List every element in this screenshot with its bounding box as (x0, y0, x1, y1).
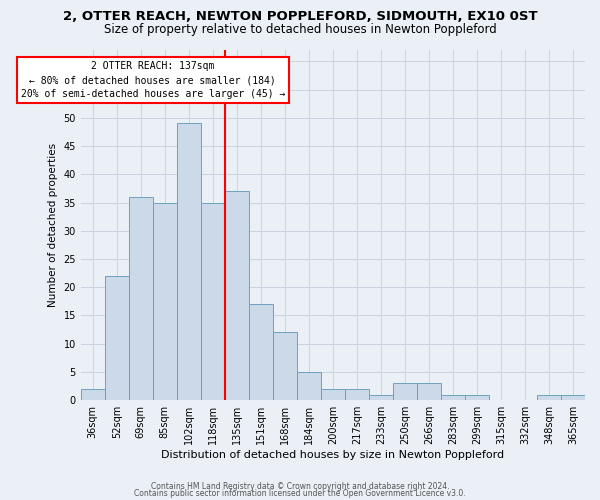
Bar (201, 202, 225, 400)
Bar (273, 332, 297, 400)
Bar (297, 372, 321, 400)
Bar (417, 384, 441, 400)
Bar (441, 394, 465, 400)
Text: Contains public sector information licensed under the Open Government Licence v3: Contains public sector information licen… (134, 490, 466, 498)
Bar (561, 394, 585, 400)
Bar (393, 384, 417, 400)
Bar (321, 389, 345, 400)
Bar (153, 202, 177, 400)
Bar (465, 394, 489, 400)
Bar (129, 197, 153, 400)
Bar (105, 276, 129, 400)
Bar (81, 389, 105, 400)
Text: 2 OTTER REACH: 137sqm
← 80% of detached houses are smaller (184)
20% of semi-det: 2 OTTER REACH: 137sqm ← 80% of detached … (20, 62, 285, 100)
Bar (537, 394, 561, 400)
Bar (345, 389, 369, 400)
Text: Contains HM Land Registry data © Crown copyright and database right 2024.: Contains HM Land Registry data © Crown c… (151, 482, 449, 491)
Text: Size of property relative to detached houses in Newton Poppleford: Size of property relative to detached ho… (104, 22, 496, 36)
Bar (369, 394, 393, 400)
Text: 2, OTTER REACH, NEWTON POPPLEFORD, SIDMOUTH, EX10 0ST: 2, OTTER REACH, NEWTON POPPLEFORD, SIDMO… (62, 10, 538, 23)
Bar (225, 191, 249, 400)
Y-axis label: Number of detached properties: Number of detached properties (48, 143, 58, 307)
Bar (177, 124, 201, 400)
X-axis label: Distribution of detached houses by size in Newton Poppleford: Distribution of detached houses by size … (161, 450, 505, 460)
Bar (249, 304, 273, 400)
